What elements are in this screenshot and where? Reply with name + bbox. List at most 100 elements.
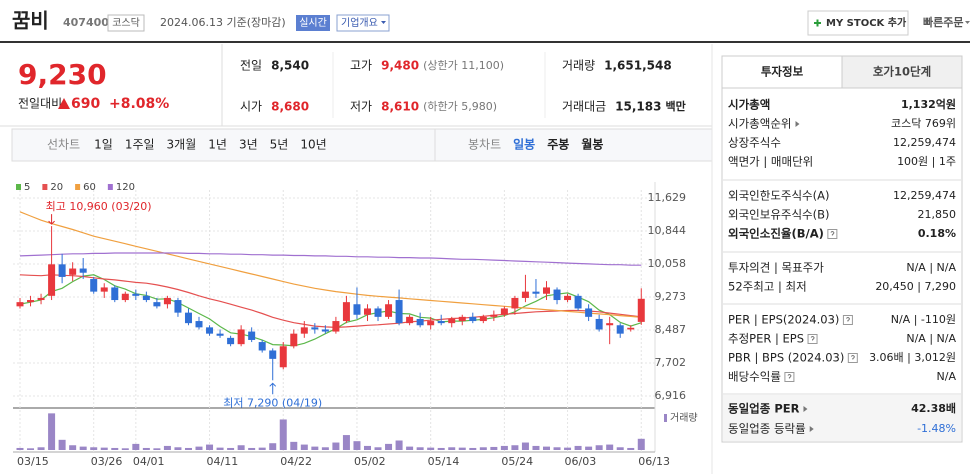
info-tab-label[interactable]: 호가10단계 [873,65,931,79]
candle-body [184,312,192,324]
legend-swatch [75,184,81,190]
candle-body [564,295,572,301]
candle-body [216,333,224,336]
volume-bar [543,446,550,450]
quote-label: 시가 [240,100,262,114]
link-icon [803,406,808,412]
info-label[interactable]: 동일업종 PER [728,402,800,416]
company-info-button[interactable] [336,14,390,32]
volume-bar [374,447,382,450]
candle-body [37,297,45,301]
info-value: N/A | N/A [906,332,956,345]
info-label[interactable]: 동일업종 등락률 [728,422,806,436]
period-tabs [11,128,713,162]
volume-bar [606,444,614,450]
y-tick-label: 9,273 [655,290,687,303]
volume-bar [500,445,508,450]
stock-name: 꿈비 [12,9,49,33]
period-tab[interactable]: 1년 [208,138,227,152]
candle-tab[interactable]: 주봉 [547,138,569,152]
volume-bar [206,444,214,450]
y-tick-label: 6,916 [655,389,687,402]
candle-body [206,327,214,334]
period-tab[interactable]: 10년 [300,138,326,152]
candle-tab[interactable]: 월봉 [581,137,603,152]
candle-body [142,295,150,301]
candle-body [490,314,498,317]
candle-body [500,308,508,315]
period-tab[interactable]: 1주일 [125,138,155,152]
volume-bar [79,446,87,450]
info-value: 21,850 [918,208,957,221]
info-tab[interactable] [841,55,963,89]
volume-bar [69,445,77,450]
volume-bar [332,442,340,450]
candle-body [111,287,119,301]
up-arrow [58,98,70,109]
info-label: 52주최고 | 최저 [728,280,807,294]
help-mark [810,336,815,341]
candle-body [627,327,635,330]
plus-icon [814,19,821,27]
realtime[interactable]: 실시간 [299,17,327,29]
volume-bar [458,447,466,450]
quote-note: (상한가 11,100) [423,59,504,72]
quote-label: 고가 [350,59,372,73]
info-value: 1,132억원 [901,97,956,111]
volume-bar [269,443,277,450]
period-tab[interactable]: 1일 [94,138,113,152]
change-percent: +8.08% [109,96,169,112]
y-tick-label: 10,844 [648,224,687,237]
candle-body [521,291,529,298]
volume-bar [353,441,361,450]
volume-bar [48,413,56,450]
legend-label: 20 [50,182,63,193]
candle-body [227,337,235,345]
info-label[interactable]: 시가총액순위 [728,117,791,131]
candle-body [195,321,203,328]
volume-bar [111,447,119,450]
candle-body [458,316,466,322]
candle-body [479,316,487,322]
candle-tab[interactable]: 일봉 [513,138,535,152]
info-value: -1.48% [917,422,956,435]
candle-body [595,318,603,330]
x-tick-label: 04/22 [280,455,312,468]
period-tab[interactable]: 3년 [239,138,258,152]
quote-label: 저가 [350,100,372,114]
period-tab[interactable]: 3개월 [167,138,197,152]
my-stock-button[interactable] [807,10,909,36]
info-label: 투자의견 | 목표주가 [728,261,824,275]
annotation-arrow [269,382,277,395]
candle-body [321,329,329,332]
realtime-badge[interactable] [296,15,330,31]
info-label: 외국인보유주식수(B) [728,208,830,222]
info-value: 0.18% [918,227,956,240]
candle-body [153,302,161,307]
volume-bar [479,447,487,450]
x-tick-label: 03/26 [91,455,123,468]
dropdown-icon [381,21,386,24]
info-label: 외국인소진율(B/A) [728,227,824,241]
quote-label: 전일 [240,59,262,73]
candle-body [79,268,87,273]
tab-group-label: 봉차트 [468,138,501,152]
candle-body [16,302,24,307]
info-label: 추정PER | EPS [728,332,804,346]
annotation: 최고 10,960 (03/20) [46,200,152,213]
candle-body [237,329,245,345]
legend-label: 120 [116,182,135,193]
quick-order[interactable]: 빠른주문 [923,15,963,29]
period-tab[interactable]: 5년 [270,138,289,152]
candle-body [637,298,645,322]
info-tab-label[interactable]: 투자정보 [761,65,804,79]
candle-body [406,316,414,324]
volume-bar [237,445,245,450]
candle-body [532,291,540,294]
volume-bar [195,446,203,450]
x-tick-label: 04/11 [207,455,239,468]
my-stock[interactable]: MY STOCK 추가 [826,16,907,29]
quote-note: (하한가 5,980) [423,99,497,113]
company-info[interactable]: 기업개요 [341,16,378,29]
volume-bar [490,446,498,450]
